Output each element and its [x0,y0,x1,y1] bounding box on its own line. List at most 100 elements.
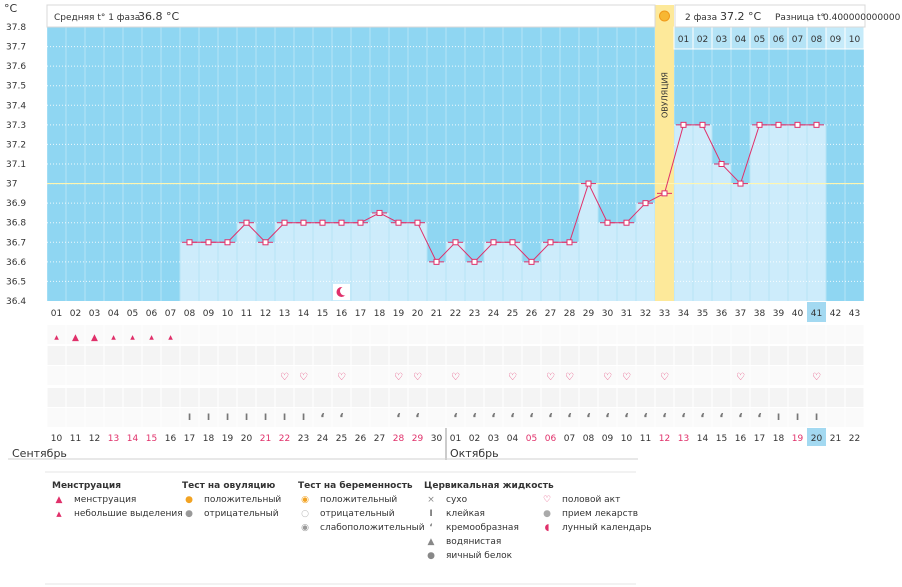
observation-cell [389,408,408,427]
ovulation-sun-icon [659,10,670,22]
phase2-box [674,4,866,28]
observation-cell [47,408,66,427]
cycle-day-label: 30 [602,309,614,319]
calendar-date-label: 18 [773,434,785,444]
temperature-point [642,200,649,207]
observation-cell [294,346,313,365]
y-tick-label: 36.5 [6,277,26,287]
observation-cell [370,366,389,385]
legend-item: ▲ менструация [52,495,137,505]
observation-cell [218,346,237,365]
temperature-point [205,239,212,246]
observation-cell [199,346,218,365]
light-discharge-icon: ▲ [54,334,59,341]
phase2-day-label: 08 [811,35,823,45]
cycle-day-label: 02 [70,309,81,319]
observation-cell [560,388,579,407]
observation-cell [617,366,636,385]
temperature-point [756,121,763,128]
observation-cell [351,408,370,427]
observation-cell [180,408,199,427]
creamy-icon: ‘ [757,412,762,427]
cycle-day-label: 10 [222,309,234,319]
creamy-icon: ‘ [681,412,686,427]
observation-cell [161,366,180,385]
y-tick-label: 36.6 [6,258,26,268]
observation-cell [484,366,503,385]
temperature-point [528,258,535,265]
observation-cell [104,346,123,365]
cycle-day-label: 28 [564,309,576,319]
temperature-point [376,209,383,216]
observation-cell [313,346,332,365]
sticky-icon: I [777,413,780,423]
observation-cell [503,388,522,407]
observation-cell [446,346,465,365]
creamy-icon: ‘ [605,412,610,427]
observation-cell [522,366,541,385]
observation-cell [199,366,218,385]
observation-cell [142,346,161,365]
temperature-point [547,239,554,246]
y-tick-label: 37.5 [6,82,26,92]
month-labels: Сентябрь Октябрь [12,447,499,460]
moon-icon: ◖ [544,523,550,533]
temperature-series [47,121,864,300]
creamy-icon: ‘ [738,412,743,427]
legend-item: ○ отрицательный [298,509,395,519]
creamy-icon: ‘ [662,412,667,427]
legend-label: сухо [446,495,468,505]
calendar-date-label: 14 [127,434,139,444]
temperature-point [186,239,193,246]
observation-cell [408,366,427,385]
calendar-date-label: 27 [374,434,385,444]
temperature-point [585,180,592,187]
heart-icon: ♡ [660,372,669,383]
cycle-day-label: 08 [184,309,196,319]
legend-label: положительный [320,495,398,505]
temperature-point [737,180,744,187]
calendar-date-label: 13 [678,434,689,444]
legend-cervical-title: Цервикальная жидкость [424,481,554,491]
temperature-point [300,219,307,226]
observation-cell [655,388,674,407]
observation-cell [389,325,408,344]
observation-cell [845,325,864,344]
observation-cell [180,346,199,365]
observation-cell [560,325,579,344]
sticky-icon: I [245,413,248,423]
cycle-day-label: 34 [678,309,690,319]
observation-cell [788,408,807,427]
observation-cell [313,366,332,385]
observation-cell [826,325,845,344]
observation-cell [769,408,788,427]
observation-cell [617,408,636,427]
observation-cell [636,366,655,385]
observation-cell [313,408,332,427]
creamy-icon: ‘ [548,412,553,427]
heart-icon: ♡ [508,372,517,383]
heart-icon: ♡ [736,372,745,383]
observation-cell [750,346,769,365]
legend-label: водянистая [446,537,502,547]
observation-cell [712,346,731,365]
observation-cell [750,366,769,385]
cycle-day-label: 17 [355,309,366,319]
observation-cell [332,325,351,344]
observation-cell [579,388,598,407]
observation-cell [503,346,522,365]
calendar-date-label: 19 [792,434,804,444]
observation-cell [598,346,617,365]
legend-item: ♡ половой акт [540,495,620,505]
observation-cell [465,346,484,365]
creamy-icon: ‘ [624,412,629,427]
menstruation-icon: ▲ [72,333,79,343]
y-tick-label: 36.8 [6,219,26,229]
observation-cell [807,346,826,365]
observation-cell [427,346,446,365]
calendar-date-label: 10 [51,434,63,444]
observation-cell [66,325,85,344]
legend-label: яичный белок [446,551,513,561]
calendar-date-label: 11 [70,434,81,444]
legend-label: небольшие выделения [74,509,183,519]
